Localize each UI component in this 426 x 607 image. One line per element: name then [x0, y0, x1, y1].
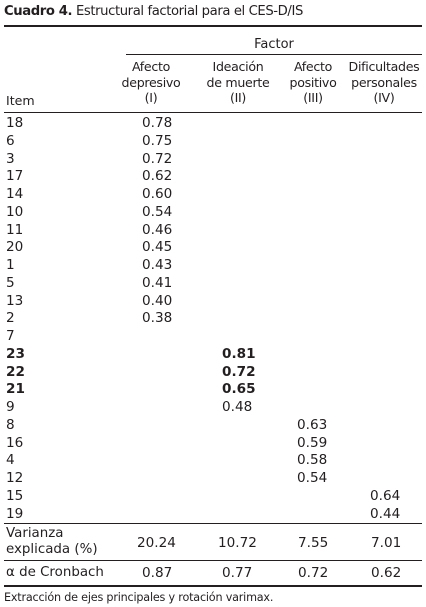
cronbach-label: α de Cronbach — [6, 565, 104, 580]
loading-afecto-depresivo: 0.54 — [142, 203, 173, 220]
table-row: 16 0.59 — [0, 434, 426, 452]
variance-value: 20.24 — [137, 535, 176, 551]
item-number: 21 — [6, 381, 25, 398]
cronbach-value: 0.72 — [298, 565, 329, 581]
loading-afecto-depresivo: 0.78 — [142, 115, 173, 131]
item-number: 9 — [6, 399, 15, 415]
loading-ideacion-de-muerte: 0.48 — [222, 399, 253, 415]
table-row: 6 0.75 — [0, 132, 426, 150]
table-caption: Cuadro 4. Estructural factorial para el … — [4, 4, 303, 19]
loading-ideacion-de-muerte: 0.65 — [222, 381, 256, 398]
loading-afecto-depresivo: 0.75 — [142, 132, 173, 149]
loading-afecto-positivo: 0.58 — [297, 452, 328, 469]
column-header-ideacion-de-muerte: Ideación de muerte (II) — [206, 59, 270, 105]
loading-afecto-depresivo: 0.46 — [142, 221, 173, 238]
table-row: 9 0.48 — [0, 398, 426, 416]
table-row: 2 0.38 — [0, 309, 426, 327]
table-row: 1 0.43 — [0, 256, 426, 274]
loading-afecto-depresivo: 0.60 — [142, 186, 173, 202]
item-number: 20 — [6, 239, 24, 256]
table-row: 10 0.54 — [0, 203, 426, 221]
column-header-afecto-positivo: Afecto positivo (III) — [289, 59, 337, 105]
item-number: 14 — [6, 186, 24, 202]
table-row: 3 0.72 — [0, 150, 426, 168]
caption-title: Estructural factorial para el CES-D/IS — [75, 4, 303, 19]
table-row: 18 0.78 — [0, 114, 426, 132]
table-row: 15 0.64 — [0, 487, 426, 505]
column-header-dificultades-personales: Dificultades personales (IV) — [348, 59, 420, 105]
table-row: 23 0.81 — [0, 345, 426, 363]
item-number: 13 — [6, 292, 24, 309]
item-number: 5 — [6, 274, 15, 291]
cronbach-value: 0.62 — [371, 565, 402, 581]
item-number: 16 — [6, 434, 24, 451]
item-number: 4 — [6, 452, 15, 469]
factor-header: Factor — [254, 37, 294, 52]
table-row: 20 0.45 — [0, 238, 426, 256]
item-number: 18 — [6, 115, 24, 131]
variance-value: 10.72 — [218, 535, 257, 551]
item-number: 11 — [6, 221, 24, 238]
item-number: 10 — [6, 203, 24, 220]
item-number: 19 — [6, 505, 24, 522]
loading-afecto-depresivo: 0.41 — [142, 274, 173, 291]
item-number: 2 — [6, 310, 15, 327]
cronbach-value: 0.77 — [222, 565, 253, 581]
loading-afecto-depresivo: 0.45 — [142, 239, 173, 256]
loading-dificultades-personales: 0.64 — [370, 487, 401, 504]
table-row: 22 0.72 — [0, 363, 426, 381]
variance-label: Varianza explicada (%) — [6, 526, 98, 557]
factor-rule — [126, 54, 422, 55]
variance-value: 7.55 — [298, 535, 329, 551]
loading-afecto-positivo: 0.59 — [297, 434, 328, 451]
loading-afecto-depresivo: 0.62 — [142, 168, 173, 185]
table-row: 11 0.46 — [0, 221, 426, 239]
item-number: 7 — [6, 328, 15, 344]
column-header-afecto-depresivo: Afecto depresivo (I) — [121, 59, 181, 105]
bottom-rule — [4, 585, 422, 587]
table-row: 19 0.44 — [0, 505, 426, 523]
header-bottom-rule — [4, 112, 422, 113]
item-number: 12 — [6, 470, 24, 486]
item-number: 22 — [6, 363, 25, 380]
item-number: 1 — [6, 257, 15, 273]
table-row: 17 0.62 — [0, 167, 426, 185]
loading-dificultades-personales: 0.44 — [370, 505, 401, 522]
table-row: 21 0.65 — [0, 380, 426, 398]
item-number: 8 — [6, 416, 15, 433]
item-number: 3 — [6, 150, 15, 167]
variance-rule — [4, 560, 422, 561]
item-number: 23 — [6, 345, 25, 362]
table-row: 8 0.63 — [0, 416, 426, 434]
table-row: 12 0.54 — [0, 469, 426, 487]
item-column-header: Item — [6, 93, 35, 108]
loading-afecto-depresivo: 0.43 — [142, 257, 173, 273]
cronbach-value: 0.87 — [142, 565, 173, 581]
loading-afecto-positivo: 0.54 — [297, 470, 328, 486]
table-row: 5 0.41 — [0, 274, 426, 292]
body-bottom-rule — [4, 523, 422, 524]
loading-ideacion-de-muerte: 0.72 — [222, 363, 256, 380]
table-row: 7 — [0, 327, 426, 345]
table-row: 4 0.58 — [0, 451, 426, 469]
loading-ideacion-de-muerte: 0.81 — [222, 345, 256, 362]
table-row: 13 0.40 — [0, 292, 426, 310]
loading-afecto-depresivo: 0.40 — [142, 292, 173, 309]
top-rule — [4, 25, 422, 27]
item-number: 17 — [6, 168, 24, 185]
item-number: 6 — [6, 132, 15, 149]
item-number: 15 — [6, 487, 24, 504]
variance-value: 7.01 — [371, 535, 402, 551]
loading-afecto-depresivo: 0.72 — [142, 150, 173, 167]
loading-afecto-depresivo: 0.38 — [142, 310, 173, 327]
caption-label: Cuadro 4. — [4, 4, 73, 19]
loading-afecto-positivo: 0.63 — [297, 416, 328, 433]
table-footnote: Extracción de ejes principales y rotació… — [4, 591, 274, 604]
table-row: 14 0.60 — [0, 185, 426, 203]
